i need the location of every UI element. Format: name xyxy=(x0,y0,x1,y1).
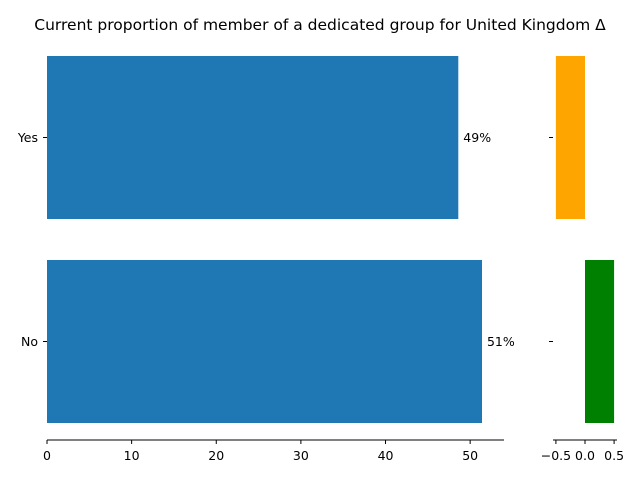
delta-bar-yes xyxy=(555,56,585,219)
x-tick-label: 30 xyxy=(293,448,309,463)
y-tick-label-no: No xyxy=(21,334,38,349)
delta-x-tick-label: 0.5 xyxy=(604,448,624,463)
y-tick-label-yes: Yes xyxy=(17,130,38,145)
x-tick-label: 10 xyxy=(124,448,140,463)
main-bar-panel: 49% Yes 51% No 0 10 20 30 40 50 xyxy=(17,56,515,463)
chart-title: Current proportion of member of a dedica… xyxy=(34,16,606,34)
x-tick-label: 0 xyxy=(43,448,51,463)
x-tick-label: 40 xyxy=(378,448,394,463)
delta-bar-no xyxy=(585,260,615,423)
delta-bar-panel: −0.5 0.0 0.5 xyxy=(541,56,624,463)
x-tick-label: 50 xyxy=(462,448,478,463)
bar-value-label-no: 51% xyxy=(487,334,515,349)
bar-yes xyxy=(47,56,459,219)
bar-value-label-yes: 49% xyxy=(463,130,491,145)
bar-no xyxy=(47,260,482,423)
delta-x-tick-label: 0.0 xyxy=(575,448,595,463)
delta-x-tick-label: −0.5 xyxy=(541,448,571,463)
x-tick-label: 20 xyxy=(208,448,224,463)
